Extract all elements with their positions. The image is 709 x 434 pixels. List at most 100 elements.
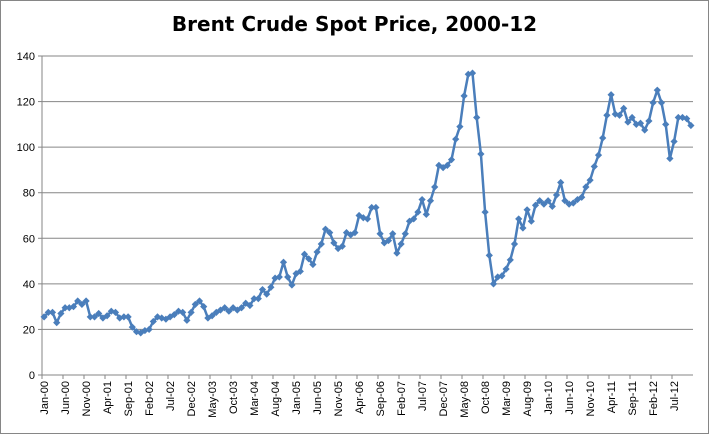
x-tick-label: Mar-04 — [249, 381, 261, 416]
data-point — [309, 260, 317, 269]
data-point — [254, 295, 262, 303]
data-point — [422, 210, 430, 218]
data-point — [435, 161, 443, 169]
data-point — [44, 308, 52, 316]
data-point — [275, 273, 283, 281]
data-point — [61, 304, 69, 312]
data-point — [582, 183, 590, 191]
data-point — [170, 311, 178, 319]
data-point — [447, 156, 456, 164]
data-point — [561, 197, 569, 205]
data-point — [53, 318, 61, 327]
data-point — [548, 202, 556, 210]
series-brent — [40, 69, 695, 337]
y-tick-label: 40 — [23, 279, 35, 291]
data-point — [258, 285, 267, 294]
data-point — [615, 111, 624, 119]
data-point — [468, 69, 477, 77]
data-point — [510, 240, 519, 248]
data-point — [506, 256, 514, 264]
data-point — [263, 290, 271, 298]
data-point — [662, 120, 670, 128]
data-point — [355, 211, 363, 220]
chart-title: Brent Crude Spot Price, 2000-12 — [171, 12, 538, 36]
data-point — [636, 119, 645, 127]
data-point — [191, 300, 199, 308]
data-point — [611, 110, 619, 118]
data-point — [540, 200, 548, 208]
data-point — [237, 304, 246, 312]
x-tick-label: Sep-01 — [123, 381, 135, 416]
x-tick-label: Jun-05 — [312, 381, 324, 415]
data-point — [464, 70, 472, 78]
x-tick-label: Jul-12 — [669, 381, 681, 411]
data-point — [414, 208, 422, 216]
x-tick-label: Sep-06 — [375, 381, 387, 416]
x-tick-label: Dec-02 — [186, 381, 198, 416]
data-point — [632, 120, 640, 128]
data-point — [460, 92, 468, 100]
data-point — [200, 303, 208, 311]
data-point — [523, 206, 531, 214]
data-point — [179, 308, 187, 316]
y-tick-label: 120 — [17, 97, 35, 109]
data-point — [326, 228, 334, 237]
y-axis-ticks: 0 20 40 60 80 100 120 140 — [17, 51, 42, 382]
x-tick-label: Nov-00 — [81, 381, 93, 416]
data-point — [641, 126, 649, 134]
data-point — [489, 280, 498, 288]
data-point — [74, 297, 82, 305]
axes — [41, 56, 693, 376]
data-point — [498, 272, 506, 280]
data-point — [225, 307, 233, 315]
data-point — [477, 150, 485, 158]
data-point — [183, 316, 191, 324]
data-point — [284, 273, 292, 281]
data-point — [674, 113, 682, 122]
x-tick-label: Mar-09 — [501, 381, 513, 416]
data-point — [397, 240, 405, 248]
x-tick-label: Apr-01 — [102, 381, 114, 414]
data-point — [380, 239, 388, 247]
data-point — [95, 309, 103, 318]
data-point — [69, 303, 78, 311]
data-point — [620, 104, 628, 113]
data-point — [607, 91, 615, 99]
data-point — [86, 313, 94, 321]
data-point — [599, 134, 607, 142]
data-point — [363, 215, 372, 223]
x-tick-label: Jul-02 — [165, 381, 177, 411]
data-point — [296, 267, 304, 275]
data-point — [250, 295, 258, 303]
series-line — [43, 71, 692, 335]
x-tick-label: Oct-03 — [228, 381, 240, 414]
data-point — [645, 117, 653, 125]
data-point — [305, 255, 313, 263]
data-point — [515, 215, 523, 223]
x-tick-label: Apr-06 — [354, 381, 366, 414]
data-point — [82, 297, 90, 305]
data-point — [578, 193, 586, 201]
data-point — [111, 308, 120, 316]
data-point — [368, 203, 376, 212]
x-tick-label: Nov-10 — [585, 381, 597, 416]
data-point — [334, 244, 342, 253]
y-tick-label: 80 — [23, 188, 35, 200]
data-point — [145, 325, 153, 334]
data-point — [544, 197, 552, 205]
data-point — [443, 161, 451, 169]
data-point — [279, 258, 288, 266]
data-point — [473, 113, 481, 122]
data-point — [657, 99, 666, 107]
data-point — [624, 118, 632, 126]
data-point — [565, 200, 573, 208]
data-point — [242, 299, 250, 307]
data-point — [128, 323, 136, 331]
data-point — [141, 326, 149, 335]
data-point — [300, 250, 309, 258]
data-point — [536, 197, 544, 205]
x-tick-label: May-03 — [207, 381, 219, 418]
data-point — [338, 242, 346, 250]
data-point — [372, 203, 380, 212]
